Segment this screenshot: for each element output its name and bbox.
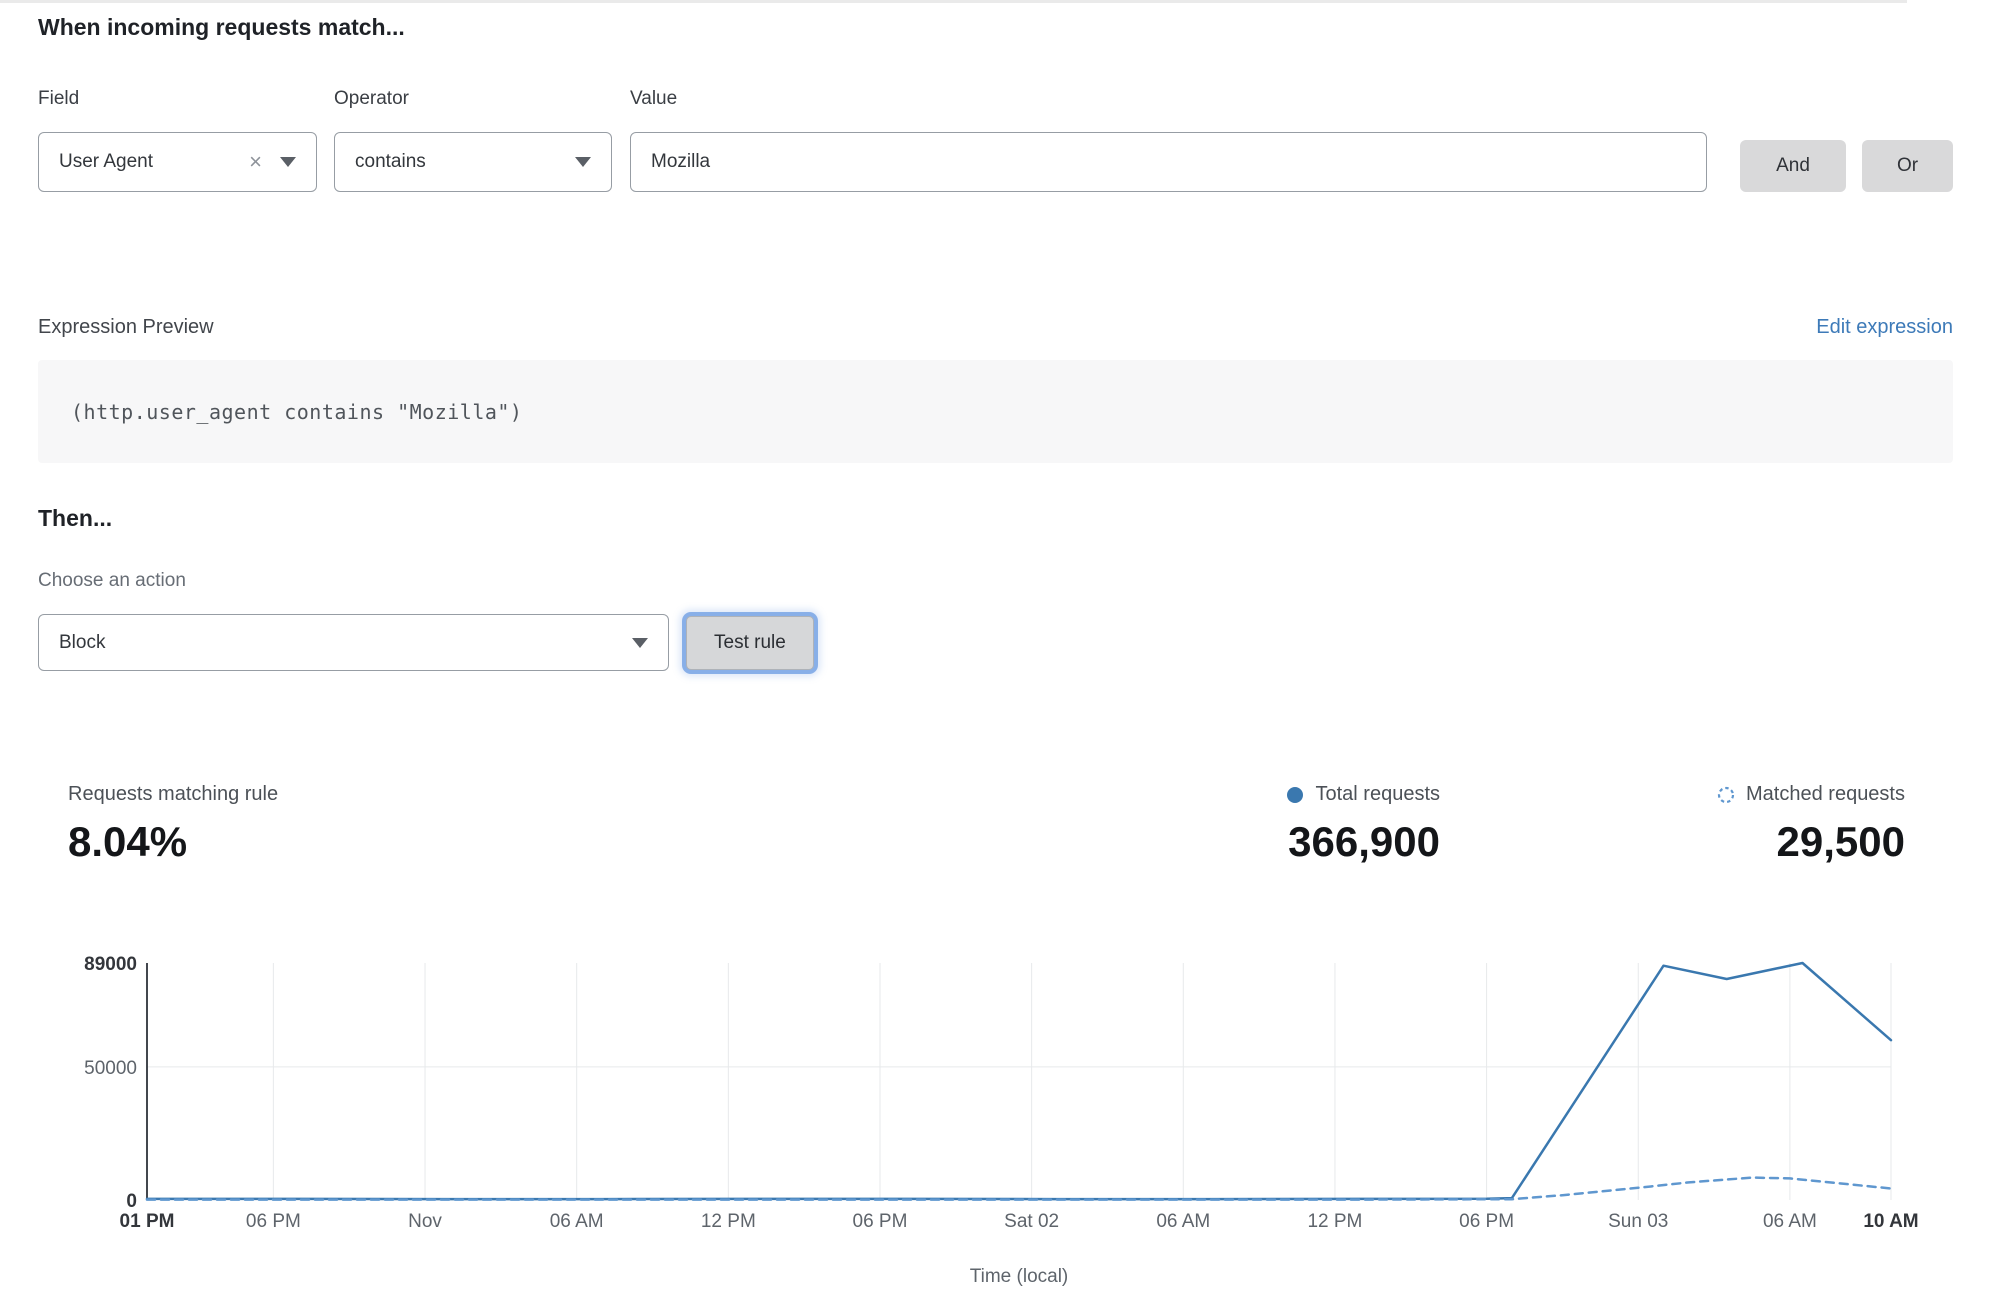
expression-preview-label: Expression Preview xyxy=(38,316,214,338)
matching-stat: Requests matching rule 8.04% xyxy=(68,783,278,866)
test-rule-button[interactable]: Test rule xyxy=(686,616,814,670)
chart-x-tick-label: Nov xyxy=(408,1211,442,1232)
or-button[interactable]: Or xyxy=(1862,140,1953,192)
chart-x-axis-title: Time (local) xyxy=(970,1266,1069,1287)
chart-y-tick-label: 89000 xyxy=(84,954,137,975)
field-select[interactable]: User Agent × xyxy=(38,132,317,192)
section-title-then: Then... xyxy=(38,505,113,531)
legend-matched-label: Matched requests xyxy=(1746,783,1905,805)
expression-code: (http.user_agent contains "Mozilla") xyxy=(71,399,523,424)
field-select-value: User Agent xyxy=(59,151,153,172)
chart-x-tick-label: 10 AM xyxy=(1863,1211,1918,1232)
clear-field-icon[interactable]: × xyxy=(249,149,262,174)
legend-total-label: Total requests xyxy=(1315,783,1440,805)
value-input[interactable] xyxy=(630,132,1707,192)
expression-code-box: (http.user_agent contains "Mozilla") xyxy=(38,360,1953,463)
choose-action-label: Choose an action xyxy=(38,570,186,591)
operator-select[interactable]: contains xyxy=(334,132,612,192)
legend-matched: Matched requests 29,500 xyxy=(1717,783,1905,866)
operator-select-value: contains xyxy=(355,151,426,172)
legend-solid-dot xyxy=(1287,786,1304,803)
operator-label: Operator xyxy=(334,88,409,109)
chart-line-matched-requests xyxy=(145,1176,1893,1201)
legend-dashed-circle xyxy=(1717,786,1735,803)
chart-x-tick-label: Sat 02 xyxy=(1004,1211,1059,1232)
matching-stat-label: Requests matching rule xyxy=(68,783,279,805)
chart-x-tick-label: 06 AM xyxy=(1763,1211,1817,1232)
chart-x-tick-label: Sun 03 xyxy=(1608,1211,1668,1232)
chart-x-tick-label: 06 AM xyxy=(550,1211,604,1232)
edit-expression-link[interactable]: Edit expression xyxy=(1816,316,1953,338)
chart-x-tick-label: 01 PM xyxy=(120,1211,175,1232)
chart-x-tick-label: 06 PM xyxy=(246,1211,301,1232)
chart-line-total-requests xyxy=(145,961,1893,1201)
field-label: Field xyxy=(38,88,80,109)
requests-chart: 89000 50000 001 PM 06 PM Nov 06 AM 12 PM 06 PM S… xyxy=(84,954,1918,1287)
chart-x-tick-label: 12 PM xyxy=(701,1211,756,1232)
legend-total-value: 366,900 xyxy=(1288,818,1440,865)
section-title-match: When incoming requests match... xyxy=(38,14,405,40)
matching-stat-value: 8.04% xyxy=(68,818,188,865)
chart-x-tick-label: 06 PM xyxy=(853,1211,908,1232)
legend-total: Total requests 366,900 xyxy=(1286,783,1440,866)
chart-x-tick-label: 06 PM xyxy=(1459,1211,1514,1232)
top-divider xyxy=(0,0,1907,3)
chevron-down-icon xyxy=(632,637,648,648)
chart-x-tick-label: 12 PM xyxy=(1307,1211,1362,1232)
and-button[interactable]: And xyxy=(1740,140,1846,192)
chevron-down-icon xyxy=(575,157,591,167)
chart-y-tick-label: 50000 xyxy=(84,1058,137,1079)
chart-y-tick-label: 0 xyxy=(126,1191,137,1212)
action-select[interactable]: Block xyxy=(38,614,669,671)
matched-requests-dashed-circle-icon xyxy=(1717,786,1735,803)
total-requests-dot-icon xyxy=(1287,786,1304,803)
chart-x-tick-label: 06 AM xyxy=(1156,1211,1210,1232)
action-select-value: Block xyxy=(59,631,106,653)
value-label: Value xyxy=(630,88,678,109)
legend-matched-value: 29,500 xyxy=(1776,818,1905,865)
chevron-down-icon xyxy=(280,157,296,167)
